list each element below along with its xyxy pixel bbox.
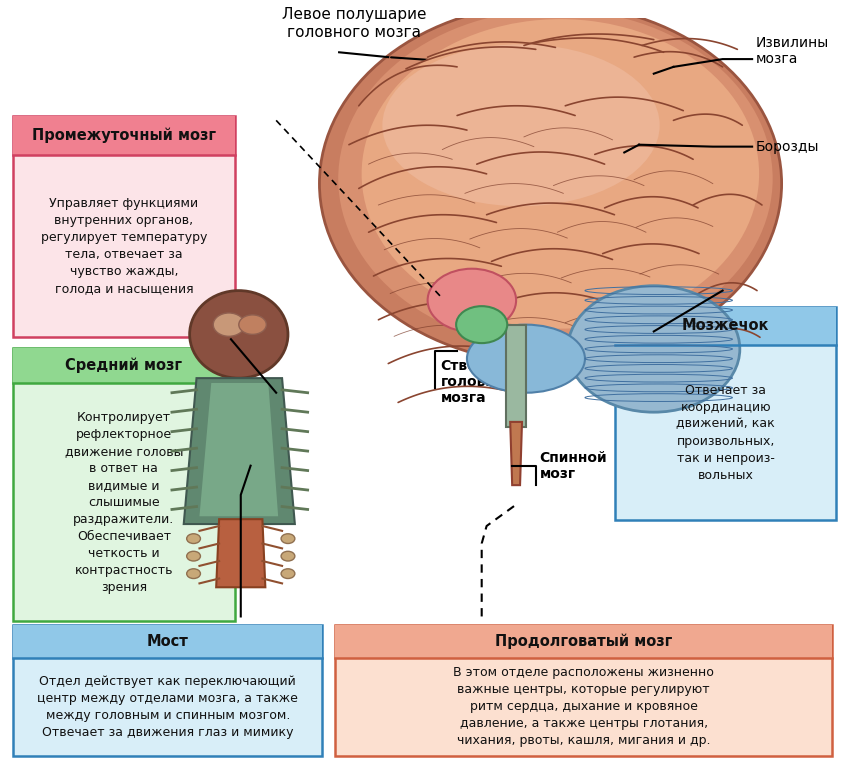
Ellipse shape: [568, 286, 740, 412]
FancyBboxPatch shape: [13, 348, 235, 621]
Text: Контролирует
рефлекторное
движение головы
в ответ на
видимые и
слышимые
раздражи: Контролирует рефлекторное движение голов…: [65, 410, 183, 594]
Ellipse shape: [467, 325, 585, 393]
Ellipse shape: [187, 551, 201, 561]
Ellipse shape: [428, 269, 516, 332]
Text: Ствол
головного
мозга: Ствол головного мозга: [440, 359, 522, 405]
Ellipse shape: [213, 313, 245, 336]
FancyBboxPatch shape: [615, 306, 836, 520]
Ellipse shape: [281, 534, 295, 544]
Text: Борозды: Борозды: [756, 139, 819, 154]
FancyBboxPatch shape: [335, 625, 832, 756]
FancyBboxPatch shape: [13, 625, 322, 658]
Ellipse shape: [320, 4, 782, 363]
FancyBboxPatch shape: [13, 348, 235, 383]
Text: Продолговатый мозг: Продолговатый мозг: [495, 634, 672, 649]
Polygon shape: [510, 422, 522, 485]
FancyBboxPatch shape: [335, 625, 832, 658]
Text: Спинной
мозг: Спинной мозг: [540, 450, 608, 480]
Polygon shape: [216, 519, 265, 588]
Text: В этом отделе расположены жизненно
важные центры, которые регулируют
ритм сердца: В этом отделе расположены жизненно важны…: [453, 666, 714, 748]
Text: Мост: Мост: [147, 634, 189, 649]
Ellipse shape: [361, 19, 759, 329]
Ellipse shape: [382, 44, 660, 206]
Polygon shape: [507, 325, 526, 427]
Text: Извилины
мозга: Извилины мозга: [756, 36, 830, 66]
Polygon shape: [200, 383, 278, 516]
Text: Промежуточный мозг: Промежуточный мозг: [31, 128, 216, 143]
Ellipse shape: [187, 534, 201, 544]
FancyBboxPatch shape: [13, 116, 235, 336]
Ellipse shape: [190, 290, 288, 378]
Polygon shape: [184, 378, 295, 524]
Ellipse shape: [281, 569, 295, 578]
Text: Отдел действует как переключающий
центр между отделами мозга, а также
между голо: Отдел действует как переключающий центр …: [37, 675, 298, 739]
FancyBboxPatch shape: [615, 306, 836, 345]
Ellipse shape: [281, 551, 295, 561]
FancyBboxPatch shape: [13, 625, 322, 756]
Text: Левое полушарие
головного мозга: Левое полушарие головного мозга: [281, 7, 426, 39]
Ellipse shape: [456, 306, 507, 343]
FancyBboxPatch shape: [13, 116, 235, 156]
Ellipse shape: [239, 315, 266, 334]
Text: Мозжечок: Мозжечок: [682, 318, 769, 333]
Ellipse shape: [187, 569, 201, 578]
Text: Средний мозг: Средний мозг: [65, 358, 183, 373]
Text: Отвечает за
координацию
движений, как
произвольных,
так и непроиз-
вольных: Отвечает за координацию движений, как пр…: [677, 383, 775, 481]
Ellipse shape: [338, 9, 773, 348]
Text: Управляет функциями
внутренних органов,
регулирует температуру
тела, отвечает за: Управляет функциями внутренних органов, …: [41, 197, 207, 295]
